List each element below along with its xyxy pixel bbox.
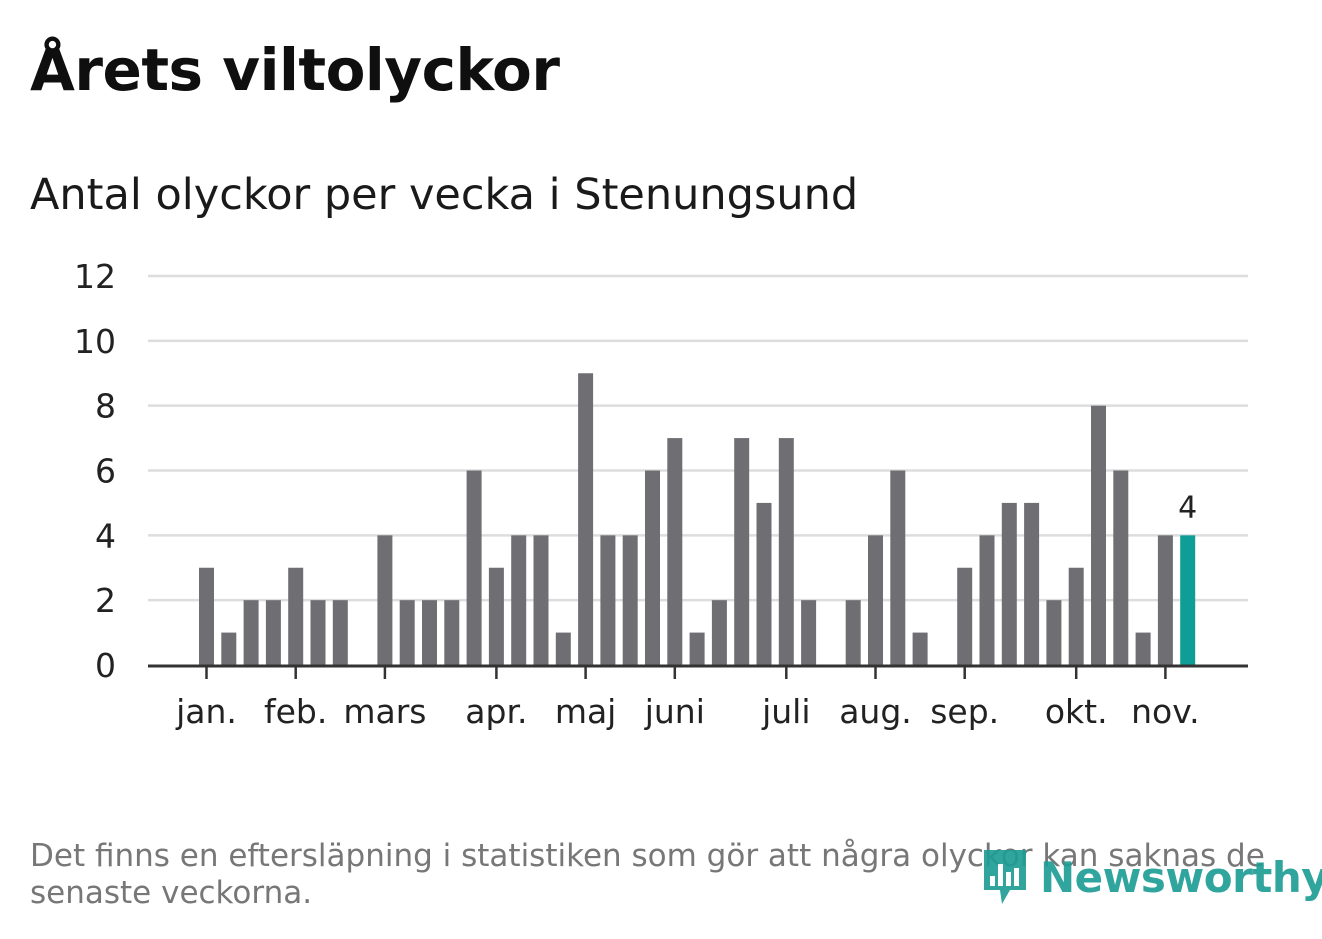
bar — [645, 470, 660, 665]
bar — [1001, 502, 1017, 665]
bar — [711, 600, 727, 665]
bar — [243, 600, 259, 665]
bar — [310, 600, 326, 665]
bar-chart-speech-bubble-icon — [984, 850, 1026, 904]
x-tick-label: nov. — [1131, 692, 1200, 731]
bar — [555, 632, 571, 665]
bar — [1046, 600, 1062, 665]
bar — [578, 373, 594, 665]
x-tick-label: juli — [761, 692, 810, 731]
bar — [845, 600, 861, 665]
footnote: Det finns en eftersläpning i statistiken… — [30, 838, 1265, 911]
bar — [399, 600, 415, 665]
x-tick-label: aug. — [839, 692, 912, 731]
x-tick-label: juni — [644, 692, 705, 731]
bar — [1024, 502, 1040, 665]
x-tick-label: apr. — [465, 692, 527, 731]
bar — [488, 567, 504, 665]
bar — [511, 535, 527, 665]
bar — [734, 438, 750, 665]
x-tick-label: okt. — [1045, 692, 1108, 731]
bar — [868, 535, 883, 665]
bar — [533, 535, 549, 665]
bar — [444, 600, 460, 665]
bar — [912, 632, 928, 665]
bar — [377, 535, 393, 665]
brand-name: Newsworthy — [1040, 852, 1322, 902]
bar — [1113, 470, 1129, 665]
bar — [199, 567, 214, 665]
x-tick-label: maj — [555, 692, 617, 731]
y-tick-label: 6 — [95, 452, 116, 491]
y-tick-label: 12 — [74, 257, 116, 296]
bar — [801, 600, 817, 665]
y-tick-label: 8 — [95, 387, 116, 426]
bar — [422, 600, 437, 665]
bar — [265, 600, 281, 665]
bar — [756, 502, 772, 665]
chart-title: Årets viltolyckor — [30, 36, 560, 104]
y-tick-label: 2 — [95, 581, 116, 620]
x-tick-label: mars — [343, 692, 426, 731]
bar — [622, 535, 638, 665]
x-tick-label: sep. — [930, 692, 999, 731]
bar — [689, 632, 705, 665]
bar — [466, 470, 482, 665]
bar — [957, 567, 973, 665]
bar — [778, 438, 794, 665]
bar — [288, 567, 304, 665]
y-tick-label: 0 — [95, 646, 116, 685]
bar — [1068, 567, 1084, 665]
bar — [221, 632, 237, 665]
x-tick-label: jan. — [175, 692, 237, 731]
chart-subtitle: Antal olyckor per vecka i Stenungsund — [30, 170, 859, 220]
x-tick-label: feb. — [264, 692, 327, 731]
y-tick-label: 10 — [74, 322, 116, 361]
newsworthy-logo: Newsworthy — [980, 846, 1322, 908]
bar — [1135, 632, 1151, 665]
data-label: 4 — [1178, 490, 1197, 525]
bar — [667, 438, 683, 665]
bar — [600, 535, 616, 665]
highlight-bar — [1180, 535, 1196, 665]
bar — [979, 535, 995, 665]
y-tick-label: 4 — [95, 516, 116, 555]
bar — [1157, 535, 1173, 665]
bar — [890, 470, 906, 665]
bar — [332, 600, 348, 665]
bar — [1091, 405, 1106, 665]
